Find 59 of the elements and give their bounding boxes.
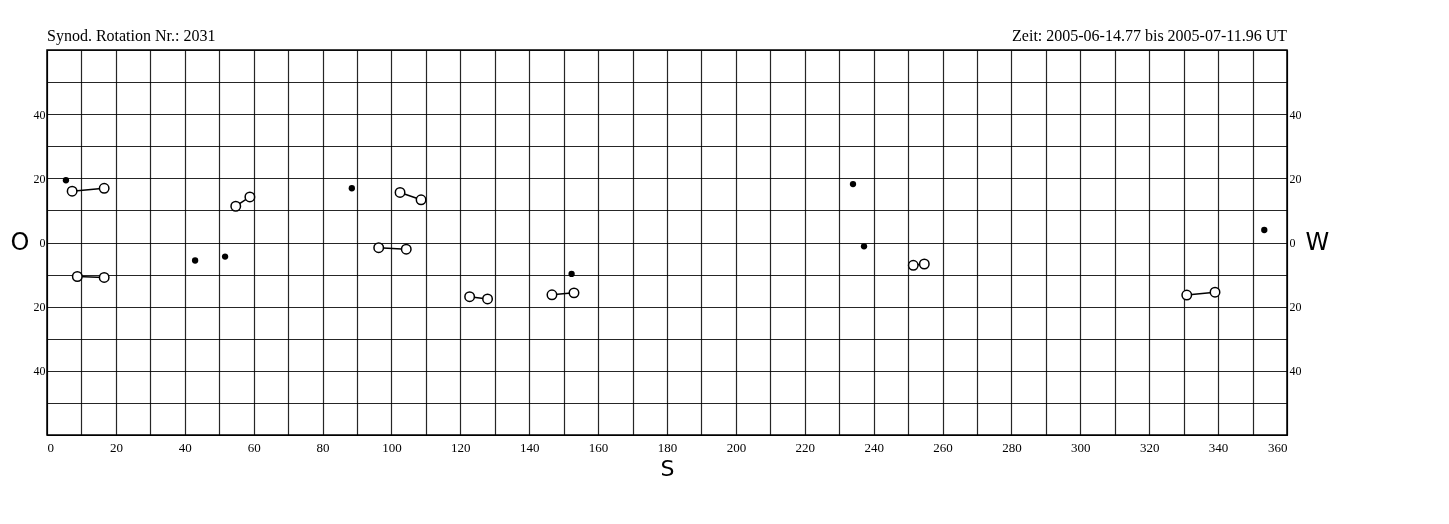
y-tick-label: 20 bbox=[33, 171, 46, 186]
y2-tick-label: 20 bbox=[1289, 300, 1302, 315]
x-axis-title: S bbox=[660, 455, 675, 481]
x-tick-label: 140 bbox=[519, 439, 540, 455]
y-tick-label: 40 bbox=[33, 364, 46, 379]
point bbox=[1209, 286, 1221, 298]
chart-title: Synod. Rotation Nr.: 2031 bbox=[47, 27, 216, 45]
y2-tick-label: 20 bbox=[1289, 171, 1302, 186]
point bbox=[62, 177, 70, 184]
y-tick-label: 40 bbox=[33, 107, 46, 122]
point bbox=[482, 293, 494, 305]
point bbox=[568, 270, 575, 278]
point bbox=[464, 291, 476, 303]
x-tick-label: 180 bbox=[657, 439, 678, 455]
y2-tick-label: 40 bbox=[1289, 107, 1302, 122]
x-tick-label: 280 bbox=[1002, 439, 1022, 455]
point bbox=[1261, 226, 1268, 234]
point bbox=[860, 243, 868, 250]
point bbox=[849, 180, 857, 188]
x-tick-label: 360 bbox=[1268, 439, 1288, 455]
point bbox=[98, 182, 110, 194]
y-axis-title: O bbox=[10, 228, 30, 256]
y-tick-label: 20 bbox=[33, 300, 46, 315]
x-tick-label: 200 bbox=[726, 439, 747, 455]
x-tick-label: 260 bbox=[933, 439, 953, 455]
point bbox=[918, 258, 930, 270]
x-tick-label: 60 bbox=[247, 439, 261, 455]
x-tick-label: 120 bbox=[451, 439, 471, 455]
point bbox=[348, 185, 355, 192]
point bbox=[66, 185, 78, 197]
y2-tick-label: 40 bbox=[1289, 364, 1302, 379]
point bbox=[230, 200, 242, 212]
point bbox=[244, 191, 256, 203]
x-tick-label: 40 bbox=[178, 439, 192, 455]
chart-subtitle: Zeit: 2005-06-14.77 bis 2005-07-11.96 UT bbox=[1012, 27, 1288, 44]
point bbox=[373, 242, 385, 254]
y2-axis-title: W bbox=[1305, 228, 1330, 256]
point bbox=[221, 253, 229, 260]
x-tick-label: 80 bbox=[316, 439, 330, 455]
point bbox=[546, 289, 558, 301]
y-tick-label: 0 bbox=[39, 236, 46, 250]
x-tick-label: 20 bbox=[109, 439, 123, 455]
x-tick-label: 220 bbox=[795, 439, 816, 455]
x-tick-label: 300 bbox=[1071, 439, 1091, 455]
point bbox=[400, 243, 412, 255]
point bbox=[394, 186, 406, 198]
x-tick-label: 320 bbox=[1139, 439, 1160, 455]
x-tick-label: 100 bbox=[382, 439, 402, 455]
x-tick-label: 340 bbox=[1208, 439, 1229, 455]
point bbox=[907, 259, 919, 271]
point bbox=[415, 194, 427, 206]
point bbox=[71, 271, 83, 282]
point bbox=[568, 287, 580, 299]
x-tick-label: 160 bbox=[588, 439, 609, 455]
point bbox=[191, 257, 199, 264]
point bbox=[98, 271, 110, 283]
x-tick-label: 240 bbox=[864, 439, 884, 455]
point bbox=[1181, 289, 1193, 301]
y2-tick-label: 0 bbox=[1289, 236, 1296, 250]
